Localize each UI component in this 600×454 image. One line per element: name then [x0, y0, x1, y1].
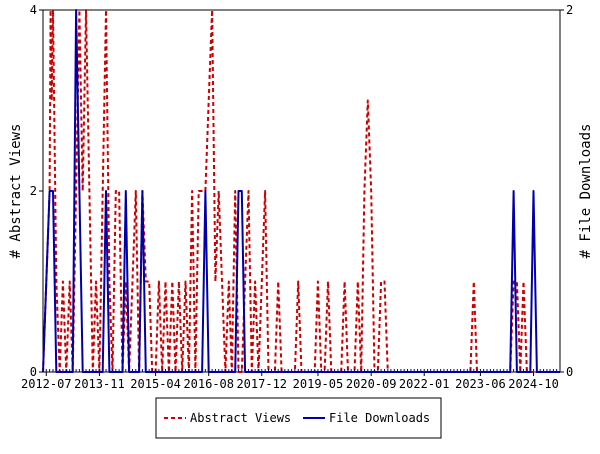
x-tick-label: 2015-04 — [130, 377, 181, 391]
x-tick-label: 2020-09 — [346, 377, 397, 391]
x-tick-label: 2024-10 — [508, 377, 559, 391]
series-line-file-downloads — [42, 9, 560, 373]
y-axis-right-label: # File Downloads — [578, 124, 594, 259]
x-tick-label: 2013-11 — [74, 377, 125, 391]
legend-label-file-downloads: File Downloads — [329, 411, 430, 425]
y-axis-left-label: # Abstract Views — [8, 124, 24, 259]
series-line-abstract-views — [42, 9, 560, 373]
y-right-tick-label: 2 — [566, 3, 573, 17]
y-right-tick-label: 0 — [566, 365, 573, 379]
y-left-tick-label: 0 — [30, 365, 37, 379]
y-left-tick-label: 2 — [30, 184, 37, 198]
y-left-tick-label: 4 — [30, 3, 37, 17]
series-layer — [42, 9, 560, 373]
x-tick-label: 2017-12 — [236, 377, 287, 391]
legend: Abstract Views File Downloads — [155, 397, 442, 439]
x-tick-label: 2016-08 — [183, 377, 234, 391]
x-tick-label: 2012-07 — [21, 377, 72, 391]
x-tick-label: 2023-06 — [455, 377, 506, 391]
x-tick-label: 2022-01 — [399, 377, 450, 391]
x-tick-label: 2019-05 — [293, 377, 344, 391]
legend-label-abstract-views: Abstract Views — [190, 411, 291, 425]
axis-layer: 2012-07 2013-11 2015-04 2016-08 2017-12 2019-… — [21, 3, 573, 391]
legend-box — [155, 397, 442, 439]
